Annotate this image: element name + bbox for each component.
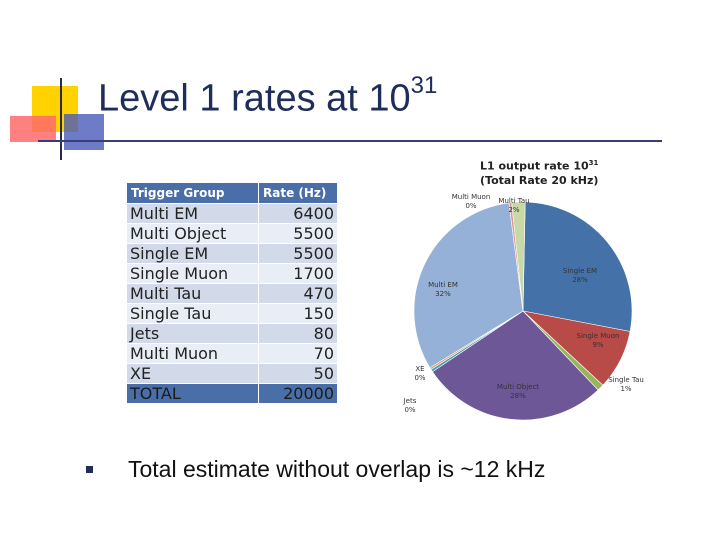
table-cell-rate: 6400 (258, 203, 338, 224)
pie-label-percent: 2% (508, 206, 519, 214)
table-cell-group: Single EM (126, 243, 259, 264)
table-row: Single Muon 1700 (126, 263, 338, 284)
title-rule (38, 140, 662, 142)
table-cell-rate: 470 (258, 283, 338, 304)
table-cell-group: TOTAL (126, 383, 259, 404)
pie-label-percent: 0% (465, 202, 476, 210)
pie-title-line2: (Total Rate 20 kHz) (480, 173, 599, 187)
pie-title-line1: L1 output rate 1031 (480, 156, 610, 174)
pie-slice-multi-em (413, 202, 524, 369)
pie-label-name: Jets (403, 397, 417, 405)
table-row: Multi Object 5500 (126, 223, 338, 244)
table-cell-rate: 5500 (258, 243, 338, 264)
pie-title-exponent: 31 (588, 159, 599, 167)
pie-label-name: Multi Tau (498, 197, 529, 205)
table-cell-rate: 150 (258, 303, 338, 324)
table-row: Multi Tau 470 (126, 283, 338, 304)
table-row: Jets 80 (126, 323, 338, 344)
table-cell-group: Single Tau (126, 303, 259, 324)
table-total-row: TOTAL 20000 (126, 383, 338, 404)
pie-label-percent: 0% (414, 374, 425, 382)
table-cell-group: Single Muon (126, 263, 259, 284)
pie-label-percent: 28% (572, 276, 588, 284)
slide-title-text: Level 1 rates at 10 (98, 77, 411, 120)
decor-red-square (10, 116, 56, 142)
table-row: Multi Muon 70 (126, 343, 338, 364)
table-cell-group: XE (126, 363, 259, 384)
pie-title-text: L1 output rate 10 (480, 159, 589, 173)
table-cell-rate: 50 (258, 363, 338, 384)
pie-label-percent: 1% (620, 385, 631, 393)
table-body: Multi EM 6400 Multi Object 5500 Single EM 550… (126, 203, 338, 404)
pie-slices (413, 201, 633, 421)
pie-label-percent: 28% (510, 392, 526, 400)
table-cell-rate: 70 (258, 343, 338, 364)
slide-title-exponent: 31 (410, 72, 438, 99)
table-cell-group: Multi Tau (126, 283, 259, 304)
pie-label-name: Single EM (563, 267, 597, 275)
table-cell-group: Multi EM (126, 203, 259, 224)
table-cell-rate: 20000 (258, 383, 338, 404)
pie-label-percent: 9% (592, 341, 603, 349)
table-cell-group: Jets (126, 323, 259, 344)
pie-label-name: XE (415, 365, 424, 373)
bullet-marker (86, 466, 93, 473)
pie-label-percent: 32% (435, 290, 451, 298)
table-row: Single Tau 150 (126, 303, 338, 324)
pie-slice-multi-object (432, 310, 599, 421)
pie-label-name: Single Muon (577, 332, 620, 340)
slide-title: Level 1 rates at 1031 (98, 72, 437, 121)
table-cell-group: Multi Object (126, 223, 259, 244)
pie-label-name: Multi Muon (452, 193, 491, 201)
table-header-group: Trigger Group (126, 182, 259, 204)
pie-slice-multi-tau (511, 201, 526, 312)
pie-label-percent: 0% (404, 406, 415, 414)
table-row: Single EM 5500 (126, 243, 338, 264)
pie-label-name: Single Tau (608, 376, 644, 384)
table-row: Multi EM 6400 (126, 203, 338, 224)
table-row: XE 50 (126, 363, 338, 384)
table-header-rate: Rate (Hz) (258, 182, 338, 204)
pie-chart-title: L1 output rate 1031 (Total Rate 20 kHz) (480, 156, 610, 188)
table-cell-rate: 1700 (258, 263, 338, 284)
table-cell-group: Multi Muon (126, 343, 259, 364)
pie-slice-single-em (522, 201, 633, 332)
table-header-row: Trigger Group Rate (Hz) (126, 182, 338, 204)
decor-blue-square (64, 114, 104, 150)
decor-vertical-line (60, 78, 62, 160)
table-cell-rate: 80 (258, 323, 338, 344)
pie-label-name: Multi Object (497, 383, 539, 391)
table-cell-rate: 5500 (258, 223, 338, 244)
trigger-rates-table: Trigger Group Rate (Hz) Multi EM 6400 Mult… (126, 182, 338, 404)
pie-label-name: Multi EM (428, 281, 458, 289)
summary-bullet-text: Total estimate without overlap is ~12 kH… (128, 456, 546, 482)
